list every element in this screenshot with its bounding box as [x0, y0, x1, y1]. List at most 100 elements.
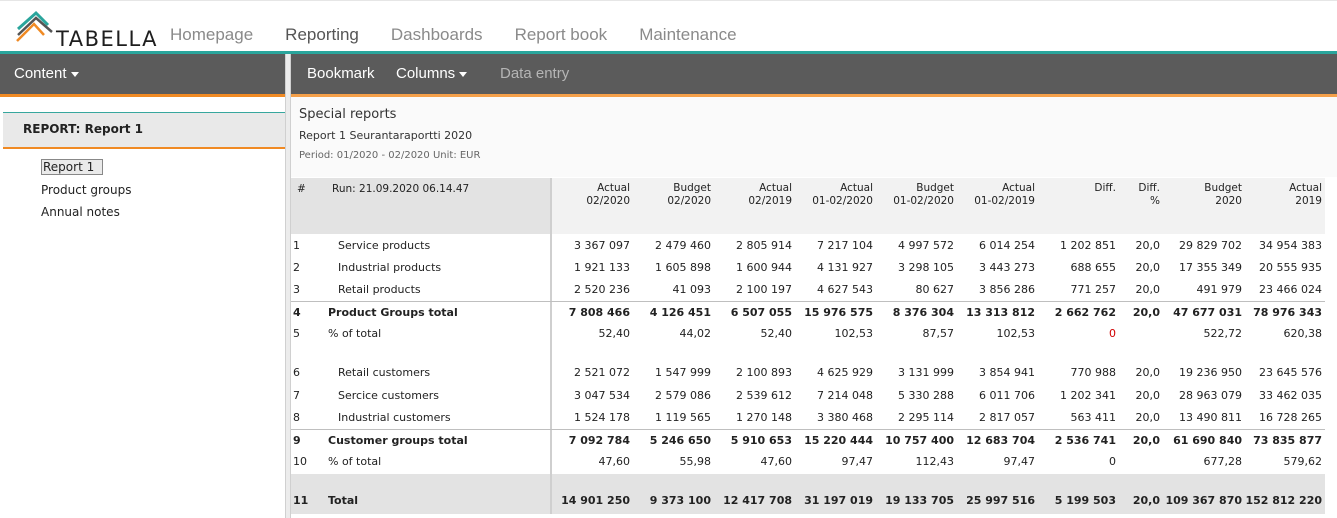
- table-cell: 0: [1109, 455, 1116, 468]
- report-name: Report 1 Seurantaraportti 2020: [299, 129, 473, 142]
- table-cell: 47,60: [760, 455, 793, 468]
- column-header-line2: 2019: [1295, 195, 1322, 207]
- table-cell: 20,0: [1135, 283, 1161, 296]
- run-timestamp: Run: 21.09.2020 06.14.47: [332, 183, 470, 195]
- nav-maintenance[interactable]: Maintenance: [639, 25, 737, 44]
- table-cell: 97,47: [841, 455, 874, 468]
- column-header-line1: Budget: [1204, 182, 1242, 194]
- panel-splitter[interactable]: [285, 54, 291, 518]
- chevron-down-icon: [70, 71, 79, 77]
- table-header-right: [550, 178, 1325, 234]
- data-entry-button[interactable]: Data entry: [500, 65, 570, 82]
- column-header-line2: 02/2020: [586, 195, 630, 207]
- sidebar-item-report-1[interactable]: Report 1: [41, 159, 104, 175]
- table-cell: 47 677 031: [1173, 306, 1242, 319]
- logo-text: TABELLA: [56, 27, 158, 51]
- table-cell: 10 757 400: [885, 434, 954, 447]
- table-cell: 16 728 265: [1259, 411, 1322, 424]
- table-cell: 688 655: [1070, 261, 1117, 274]
- row-number: 9: [293, 434, 301, 447]
- report-header: [291, 97, 1337, 177]
- column-header-line1: Budget: [673, 182, 711, 194]
- table-cell: 3 380 468: [817, 411, 873, 424]
- table-column-separator: [550, 178, 552, 514]
- column-header-line1: Actual: [759, 182, 792, 194]
- table-cell: 33 462 035: [1259, 389, 1322, 402]
- table-cell: 1 547 999: [655, 366, 711, 379]
- table-cell: 80 627: [915, 283, 955, 296]
- nav-homepage[interactable]: Homepage: [170, 25, 254, 44]
- table-cell: 2 539 612: [736, 389, 792, 402]
- row-number: 3: [293, 283, 300, 296]
- columns-label: Columns: [396, 65, 456, 82]
- table-cell: 23 645 576: [1259, 366, 1322, 379]
- main-nav: Homepage Reporting Dashboards Report boo…: [170, 25, 737, 45]
- column-header: Budget 02/2020: [667, 182, 711, 208]
- table-cell: 1 600 944: [736, 261, 792, 274]
- table-cell: 2 295 114: [898, 411, 954, 424]
- column-header-line1: Actual: [1289, 182, 1322, 194]
- table-cell: 17 355 349: [1179, 261, 1242, 274]
- table-cell: 3 298 105: [898, 261, 954, 274]
- table-cell: 3 047 534: [574, 389, 630, 402]
- toolbar-accent-line: [291, 94, 1337, 97]
- table-cell: 109 367 870: [1165, 494, 1242, 507]
- table-cell: 2 520 236: [574, 283, 630, 296]
- column-header: Diff.%: [1138, 182, 1160, 208]
- table-cell: 2 805 914: [736, 239, 792, 252]
- sidebar-item-product-groups[interactable]: Product groups: [41, 183, 132, 197]
- nav-reporting[interactable]: Reporting: [285, 25, 359, 44]
- column-header-line2: 02/2020: [667, 195, 711, 207]
- table-cell: 5 330 288: [898, 389, 954, 402]
- nav-report-book[interactable]: Report book: [514, 25, 608, 44]
- table-cell: 770 988: [1070, 366, 1117, 379]
- table-cell: 20,0: [1132, 494, 1160, 507]
- bookmark-button[interactable]: Bookmark: [307, 65, 375, 82]
- row-number: 8: [293, 411, 300, 424]
- table-cell: 41 093: [672, 283, 712, 296]
- table-cell: 47,60: [598, 455, 631, 468]
- table-cell: 1 921 133: [574, 261, 630, 274]
- table-cell: 3 443 273: [979, 261, 1035, 274]
- table-cell: 5 199 503: [1054, 494, 1116, 507]
- columns-menu-button[interactable]: Columns: [396, 65, 468, 82]
- table-cell: 4 126 451: [649, 306, 711, 319]
- table-cell: 19 133 705: [885, 494, 954, 507]
- row-divider: [291, 301, 1325, 302]
- table-cell: 20,0: [1135, 239, 1161, 252]
- table-cell: 61 690 840: [1173, 434, 1242, 447]
- table-cell: 3 854 941: [979, 366, 1035, 379]
- table-cell: 55,98: [679, 455, 712, 468]
- table-cell: 102,53: [996, 327, 1036, 340]
- report-title: REPORT: Report 1: [23, 122, 144, 136]
- column-header-line1: Actual: [1002, 182, 1035, 194]
- table-cell: 4 625 929: [817, 366, 873, 379]
- table-cell: 102,53: [834, 327, 874, 340]
- table-cell: 13 313 812: [966, 306, 1035, 319]
- column-header-line1: Budget: [916, 182, 954, 194]
- tabella-logo[interactable]: TABELLA: [14, 7, 157, 51]
- table-cell: 13 490 811: [1179, 411, 1242, 424]
- total-row-background: [291, 474, 1325, 514]
- table-cell: 12 683 704: [966, 434, 1035, 447]
- table-cell: 19 236 950: [1179, 366, 1242, 379]
- table-cell: 44,02: [679, 327, 712, 340]
- column-header-line1: Diff.: [1138, 182, 1160, 194]
- row-label: % of total: [328, 455, 382, 468]
- table-cell: 2 817 057: [979, 411, 1035, 424]
- column-header-line2: Diff.: [1094, 182, 1116, 194]
- content-menu-button[interactable]: Content: [14, 65, 79, 82]
- table-cell: 2 479 460: [655, 239, 711, 252]
- row-number: 6: [293, 366, 300, 379]
- report-period: Period: 01/2020 - 02/2020 Unit: EUR: [299, 150, 481, 161]
- table-cell: 20,0: [1132, 434, 1160, 447]
- table-cell: 1 202 341: [1060, 389, 1116, 402]
- table-cell: 2 579 086: [655, 389, 711, 402]
- nav-dashboards[interactable]: Dashboards: [390, 25, 483, 44]
- top-accent-line: [0, 51, 1337, 54]
- table-cell: 1 605 898: [655, 261, 711, 274]
- sidebar-item-annual-notes[interactable]: Annual notes: [41, 205, 120, 219]
- table-cell: 87,57: [922, 327, 955, 340]
- table-cell: 0: [1109, 327, 1116, 340]
- column-header: Actual 01-02/2020: [812, 182, 873, 208]
